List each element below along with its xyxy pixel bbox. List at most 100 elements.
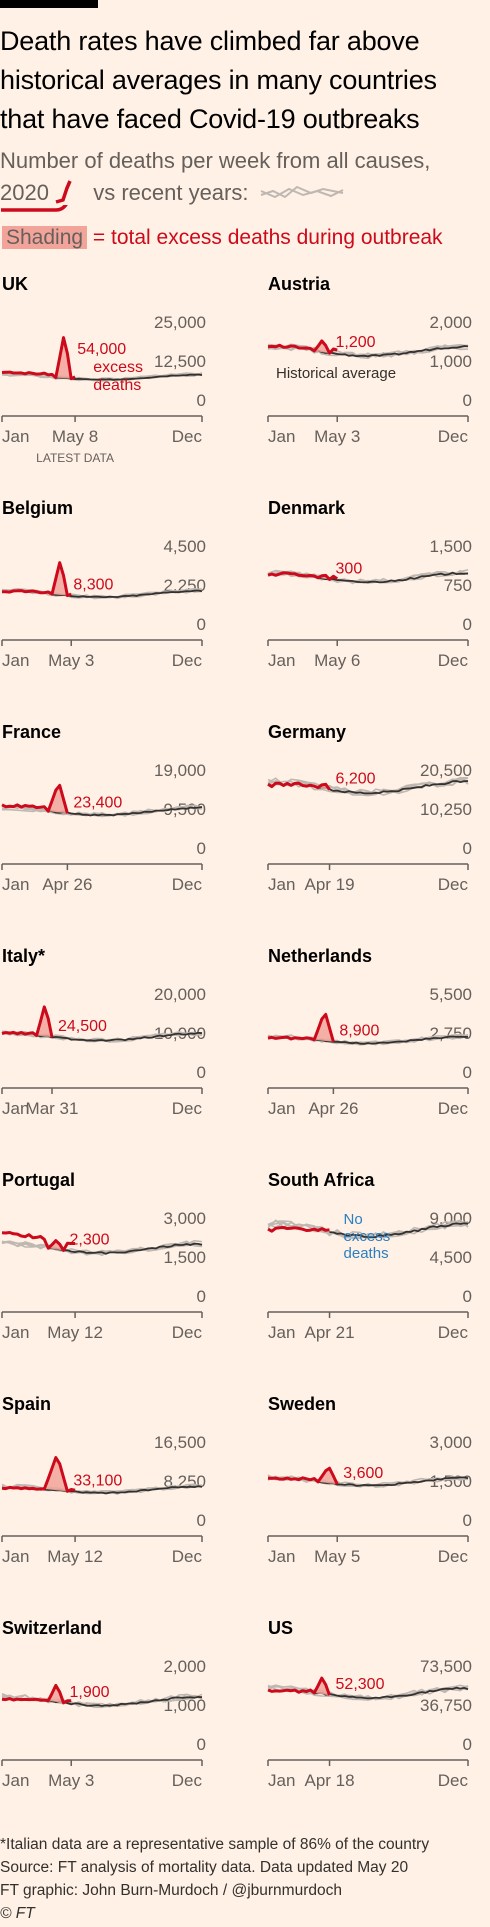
x-tick-label: May 3 xyxy=(48,1771,94,1790)
panel-title: Netherlands xyxy=(268,946,372,966)
excess-shading xyxy=(314,1678,330,1696)
x-tick-label: Jan xyxy=(268,1099,295,1118)
y-tick-label: 0 xyxy=(197,1063,206,1082)
panel-us: US 73,500 36,750 0 Jan Apr 18 Dec 52,300 xyxy=(267,1618,472,1790)
no-excess-label: deaths xyxy=(344,1245,389,1262)
excess-deaths-label: 2,300 xyxy=(70,1231,110,1248)
legend-shading-swatch: Shading xyxy=(2,226,88,249)
panel-title: Denmark xyxy=(268,498,346,518)
recent-year-line xyxy=(1,1240,203,1254)
y-tick-label: 0 xyxy=(463,1287,472,1306)
legend-shading: Shading = total excess deaths during out… xyxy=(0,222,443,254)
x-tick-label: Apr 19 xyxy=(304,875,354,894)
legend-vs-text: vs recent years: xyxy=(93,180,249,205)
legend-2020-underline xyxy=(1,205,68,212)
x-tick-label: Jan xyxy=(2,1323,29,1342)
x-tick-label: Dec xyxy=(438,1099,469,1118)
line-2020 xyxy=(267,1676,331,1696)
x-tick-label: Dec xyxy=(172,1099,203,1118)
x-tick-label: Mar 31 xyxy=(26,1099,79,1118)
panel-title: Sweden xyxy=(268,1394,336,1414)
legend-recent-years-lines xyxy=(260,185,344,199)
x-tick-label: May 3 xyxy=(314,427,360,446)
y-tick-label: 0 xyxy=(197,1511,206,1530)
excess-deaths-note: excess xyxy=(93,359,143,376)
excess-deaths-note: deaths xyxy=(93,377,141,394)
y-tick-label: 3,000 xyxy=(429,1433,472,1452)
excess-shading xyxy=(48,785,68,814)
y-tick-label: 1,500 xyxy=(429,537,472,556)
y-tick-label: 16,500 xyxy=(154,1433,206,1452)
no-excess-label: No xyxy=(344,1211,363,1228)
panel-title: Austria xyxy=(268,274,331,294)
excess-deaths-label: 24,500 xyxy=(58,1018,107,1035)
x-tick-label: Jan xyxy=(2,1547,29,1566)
y-tick-label: 12,500 xyxy=(154,352,206,371)
no-excess-label: excess xyxy=(344,1228,391,1245)
y-tick-label: 1,000 xyxy=(429,352,472,371)
y-tick-label: 0 xyxy=(463,1511,472,1530)
x-tick-label: May 12 xyxy=(47,1547,103,1566)
x-tick-label: Dec xyxy=(172,651,203,670)
excess-shading xyxy=(55,337,72,379)
panel-title: Switzerland xyxy=(2,1618,102,1638)
line-2020 xyxy=(1,1231,76,1252)
historical-average-line xyxy=(314,1686,469,1700)
panel-title: South Africa xyxy=(268,1170,375,1190)
panel-title: Italy* xyxy=(2,946,45,966)
historical-average-line xyxy=(51,589,203,599)
x-tick-label: Dec xyxy=(438,651,469,670)
panel-germany: Germany 20,500 10,250 0 Jan Apr 19 Dec 6,200 xyxy=(267,722,472,894)
x-tick-label: Dec xyxy=(438,875,469,894)
panel-title: France xyxy=(2,722,61,742)
y-tick-label: 10,250 xyxy=(420,800,472,819)
y-tick-label: 36,750 xyxy=(420,1696,472,1715)
x-tick-label: Dec xyxy=(172,875,203,894)
x-tick-label: Jan xyxy=(2,427,29,446)
excess-deaths-label: 23,400 xyxy=(73,794,122,811)
historical-average-line xyxy=(47,1695,203,1707)
excess-shading xyxy=(314,1014,334,1042)
ft-top-bar xyxy=(0,0,98,8)
y-tick-label: 20,500 xyxy=(420,761,472,780)
panel-title: Germany xyxy=(268,722,346,742)
panel-portugal: Portugal 3,000 1,500 0 Jan May 12 Dec 2,300 xyxy=(1,1170,206,1342)
panel-austria: Austria 2,000 1,000 0 Jan May 3 Dec 1,200 Histor… xyxy=(267,274,472,446)
x-tick-label: Dec xyxy=(172,1547,203,1566)
line-2020 xyxy=(1,336,76,381)
x-tick-label: Dec xyxy=(172,1323,203,1342)
x-tick-label: Jan xyxy=(2,1099,29,1118)
x-tick-label: Jan xyxy=(268,1771,295,1790)
y-tick-label: 0 xyxy=(197,1287,206,1306)
historical-average-line xyxy=(55,373,203,381)
excess-deaths-label: 3,600 xyxy=(343,1465,383,1482)
excess-shading xyxy=(314,340,330,354)
excess-shading xyxy=(48,1240,64,1251)
x-tick-label: Jan xyxy=(2,651,29,670)
y-tick-label: 2,750 xyxy=(429,1024,472,1043)
y-tick-label: 0 xyxy=(197,1735,206,1754)
x-tick-label: Apr 21 xyxy=(304,1323,354,1342)
footer-copyright: © FT xyxy=(0,1905,35,1922)
x-tick-label: Jan xyxy=(268,875,295,894)
chart-subtitle: Number of deaths per week from all cause… xyxy=(0,148,431,173)
y-tick-label: 0 xyxy=(463,391,472,410)
panel-title: UK xyxy=(2,274,28,294)
x-tick-label: Apr 26 xyxy=(308,1099,358,1118)
x-tick-label: Dec xyxy=(172,427,203,446)
latest-data-note: LATEST DATA xyxy=(36,451,114,465)
x-tick-label: Jan xyxy=(268,427,295,446)
recent-year-line xyxy=(267,343,469,360)
excess-deaths-label: 1,200 xyxy=(336,334,376,351)
historical-average-line xyxy=(36,1031,203,1042)
line-2020 xyxy=(267,1226,330,1233)
x-tick-label: Apr 18 xyxy=(304,1771,354,1790)
historical-average-line xyxy=(313,1035,468,1045)
excess-shading xyxy=(52,562,68,596)
x-tick-label: Dec xyxy=(438,1547,469,1566)
